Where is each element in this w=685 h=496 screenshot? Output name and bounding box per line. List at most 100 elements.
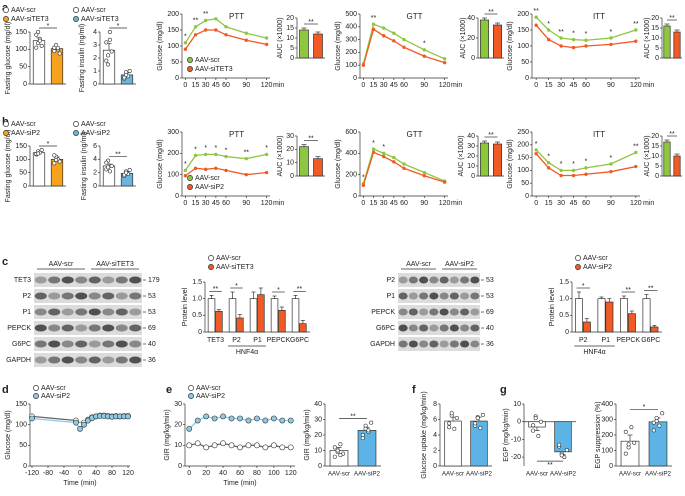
y-tick-label: 4 <box>93 156 97 163</box>
y-tick-label: 2 <box>93 55 97 62</box>
blot-band <box>429 324 439 332</box>
data-point <box>214 152 218 157</box>
legend-marker <box>73 130 79 136</box>
kda-label: 53 <box>148 309 156 316</box>
chart-title: ITT <box>593 12 605 21</box>
blot-row-label: GAPDH <box>6 357 31 364</box>
y-tick-label: 10 <box>513 401 521 408</box>
panel-label: c <box>2 256 8 268</box>
data-point <box>634 39 638 43</box>
blot-band <box>75 324 88 332</box>
y-tick-label: 50 <box>521 59 529 66</box>
y-tick-label: 40 <box>467 15 475 22</box>
blot-band <box>75 292 88 300</box>
bar <box>663 141 671 177</box>
x-tick-label: 30 <box>557 82 565 89</box>
x-tick-label: AAV-scr <box>442 471 464 478</box>
data-point <box>564 448 569 453</box>
data-point <box>224 33 228 37</box>
data-point <box>584 172 588 176</box>
blot-band <box>408 340 418 348</box>
legend-label: AAV-siTET3 <box>81 16 119 23</box>
data-point <box>106 62 111 67</box>
data-point <box>262 444 269 451</box>
significance-label: ** <box>308 136 314 143</box>
x-tick-label: 80 <box>253 470 261 477</box>
y-tick-label: 20 <box>651 15 659 22</box>
data-point <box>402 45 406 49</box>
blot-band <box>419 324 429 332</box>
data-point <box>224 168 228 173</box>
data-point <box>244 31 249 35</box>
data-point <box>220 413 226 420</box>
blot-band <box>408 292 418 300</box>
y-tick-label: 100 <box>15 156 27 163</box>
annotation: ** <box>533 8 539 15</box>
x-tick-label: AAV-scr <box>619 471 641 478</box>
x-axis-label: min <box>643 200 654 207</box>
legend-label: AAV-siP2 <box>196 393 225 400</box>
y-tick-label: 400 <box>601 401 613 408</box>
data-point <box>584 166 588 170</box>
y-tick-label: 20 <box>286 146 294 153</box>
significance-label: ** <box>648 286 654 293</box>
x-tick-label: 90 <box>242 200 250 207</box>
legend-label: AAV-scr <box>81 121 106 128</box>
blot-band <box>34 356 47 364</box>
x-tick-label: 45 <box>570 200 578 207</box>
annotation: ** <box>244 150 250 157</box>
bar <box>313 33 323 59</box>
blot-band <box>61 276 74 284</box>
bar <box>582 321 591 333</box>
blot-band <box>398 308 408 316</box>
x-axis-label: Time (min) <box>63 480 96 487</box>
annotation: ** <box>371 15 377 22</box>
y-axis-label: Glucose (mg/dl) <box>507 21 514 70</box>
annotation: * <box>184 161 187 168</box>
y-tick-label: 0 <box>609 463 613 470</box>
annotation: * <box>572 161 575 168</box>
significance-label: ** <box>626 287 632 294</box>
y-tick-label: 1.0 <box>192 296 202 303</box>
y-tick-label: 30 <box>314 416 322 423</box>
x-tick-label: 45 <box>390 82 398 89</box>
annotation: * <box>423 41 426 48</box>
significance-label: ** <box>669 15 675 22</box>
data-point <box>34 32 39 37</box>
blot-band <box>48 308 61 316</box>
blot-band <box>419 276 429 284</box>
blot-band <box>439 276 449 284</box>
x-axis-label: min <box>643 82 654 89</box>
data-point <box>287 444 294 451</box>
bar <box>575 298 583 333</box>
data-point <box>480 412 485 417</box>
data-point <box>442 60 447 65</box>
data-point <box>531 428 536 433</box>
y-tick-label: 1.5 <box>559 279 569 286</box>
x-tick-label: -40 <box>59 470 69 477</box>
x-tick-label: 120 <box>285 470 297 477</box>
y-tick-label: 0 <box>471 173 475 180</box>
blot-band <box>102 276 115 284</box>
blot-strip <box>34 321 142 335</box>
y-tick-label: 10 <box>286 160 294 167</box>
x-tick-label: 120 <box>439 82 451 89</box>
x-tick-label: 100 <box>268 470 280 477</box>
data-point <box>634 150 638 155</box>
y-tick-label: 100 <box>601 447 613 454</box>
y-tick-label: 20 <box>467 35 475 42</box>
data-point <box>534 148 538 152</box>
x-tick-label: 0 <box>187 470 191 477</box>
y-tick-label: 10 <box>286 35 294 42</box>
y-tick-label: 15 <box>651 143 659 150</box>
data-point <box>124 170 129 175</box>
y-tick-label: 150 <box>517 27 529 34</box>
blot-band <box>470 324 480 332</box>
x-tick-label: 15 <box>545 82 553 89</box>
annotation: ** <box>558 29 564 36</box>
data-point <box>559 36 563 40</box>
bar <box>32 152 46 187</box>
blot-group-label: AAV-siP2 <box>445 261 474 268</box>
data-point <box>183 168 188 173</box>
